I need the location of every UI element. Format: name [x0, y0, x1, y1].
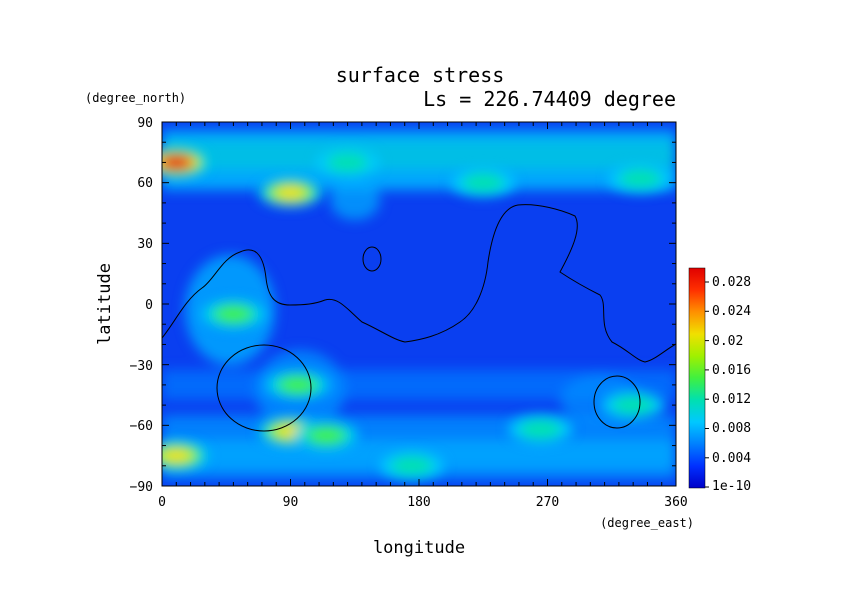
x-tick-labels: 0 90 180 270 360	[158, 495, 688, 510]
heatmap-hotspot	[308, 427, 344, 444]
heatmap-field	[162, 122, 676, 486]
contour-argyre	[593, 375, 641, 429]
heatmap-hotspots	[162, 148, 673, 480]
y-tick-label: 0	[145, 298, 153, 313]
y-tick-label: 90	[137, 116, 153, 131]
heatmap-hotspot	[216, 306, 251, 323]
heatmap-hotspot	[280, 376, 315, 393]
x-tick-label: 180	[407, 495, 430, 510]
contour-elysium	[362, 246, 382, 272]
y-units-label: (degree_north)	[85, 91, 186, 105]
colorbar-label: 1e-10	[712, 479, 751, 494]
x-tick-label: 360	[664, 495, 687, 510]
colorbar-label: 0.028	[712, 275, 751, 290]
y-tick-label: −30	[130, 359, 153, 374]
y-tick-label: 60	[137, 176, 153, 191]
heatmap-hotspot	[619, 169, 662, 189]
chart-subtitle: Ls = 226.74409 degree	[423, 87, 676, 111]
heatmap-hotspot	[163, 156, 190, 169]
colorbar-ticks	[705, 281, 709, 488]
y-tick-label: 30	[137, 237, 153, 252]
colorbar-label: 0.004	[712, 451, 751, 466]
y-tick-label: −90	[130, 480, 153, 495]
contour-hellas	[216, 344, 312, 432]
x-units-label: (degree_east)	[600, 516, 694, 530]
heatmap-hotspot	[612, 395, 655, 415]
colorbar-label: 0.02	[712, 334, 743, 349]
heatmap-hotspot	[462, 173, 505, 193]
colorbar-label: 0.008	[712, 421, 751, 436]
colorbar-label: 0.016	[712, 363, 751, 378]
colorbar-gradient	[688, 267, 706, 489]
colorbar-label: 0.012	[712, 392, 751, 407]
chart-title: surface stress	[336, 63, 505, 87]
y-axis-label: latitude	[95, 263, 115, 345]
x-tick-label: 270	[536, 495, 559, 510]
heatmap-hotspot	[519, 419, 562, 439]
topography-contours	[162, 204, 676, 432]
y-tick-labels: 90 60 30 0 −30 −60 −90	[130, 116, 153, 495]
x-axis-label: longitude	[373, 538, 465, 558]
heatmap-hotspot	[162, 448, 191, 463]
heatmap-hotspot	[390, 456, 433, 476]
axis-ticks	[161, 121, 677, 487]
x-tick-label: 0	[158, 495, 166, 510]
x-tick-label: 90	[283, 495, 299, 510]
colorbar-label: 0.024	[712, 304, 751, 319]
y-tick-label: −60	[130, 419, 153, 434]
heatmap-hotspot	[276, 185, 305, 200]
colorbar: 0.028 0.024 0.02 0.016 0.012 0.008 0.004…	[688, 267, 751, 494]
heatmap-hotspot	[326, 152, 369, 172]
contour-dichotomy	[162, 204, 676, 363]
